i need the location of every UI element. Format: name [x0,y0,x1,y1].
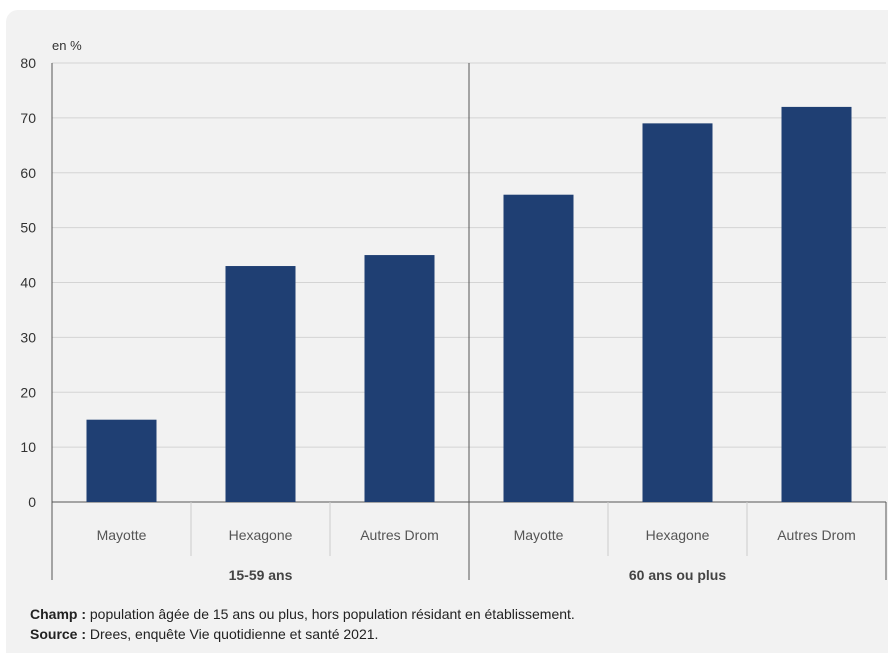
y-unit-label: en % [52,38,82,53]
champ-label: Champ : [30,606,86,622]
source-note: Source : Drees, enquête Vie quotidienne … [30,624,575,644]
champ-text: population âgée de 15 ans ou plus, hors … [86,606,575,622]
y-tick-label: 20 [20,384,36,400]
y-tick-label: 50 [20,220,36,236]
champ-note: Champ : population âgée de 15 ans ou plu… [30,604,575,624]
bar [781,106,852,503]
y-tick-label: 30 [20,329,36,345]
y-tick-label: 80 [20,55,36,71]
chart-notes: Champ : population âgée de 15 ans ou plu… [30,604,575,644]
y-tick-label: 0 [28,494,36,510]
bar [503,194,574,502]
source-label: Source : [30,626,87,642]
y-tick-label: 40 [20,275,36,291]
chart-panel [6,10,888,653]
bar [225,266,296,502]
category-label: Hexagone [229,527,293,543]
category-label: Mayotte [514,527,564,543]
y-tick-label: 70 [20,110,36,126]
group-label: 15-59 ans [229,567,293,583]
category-label: Autres Drom [777,527,856,543]
category-label: Autres Drom [360,527,439,543]
group-label: 60 ans ou plus [629,567,726,583]
source-text: Drees, enquête Vie quotidienne et santé … [86,626,379,642]
x-axis: Mayotte Hexagone Autres Drom 15-59 ans Mayot… [51,63,887,583]
category-label: Hexagone [646,527,710,543]
category-label: Mayotte [97,527,147,543]
y-tick-label: 10 [20,439,36,455]
bars [86,106,852,503]
bar [642,123,713,503]
bar [364,255,435,502]
y-tick-label: 60 [20,165,36,181]
bar [86,419,157,502]
y-tick-labels: 0 10 20 30 40 50 60 70 80 [20,55,36,510]
